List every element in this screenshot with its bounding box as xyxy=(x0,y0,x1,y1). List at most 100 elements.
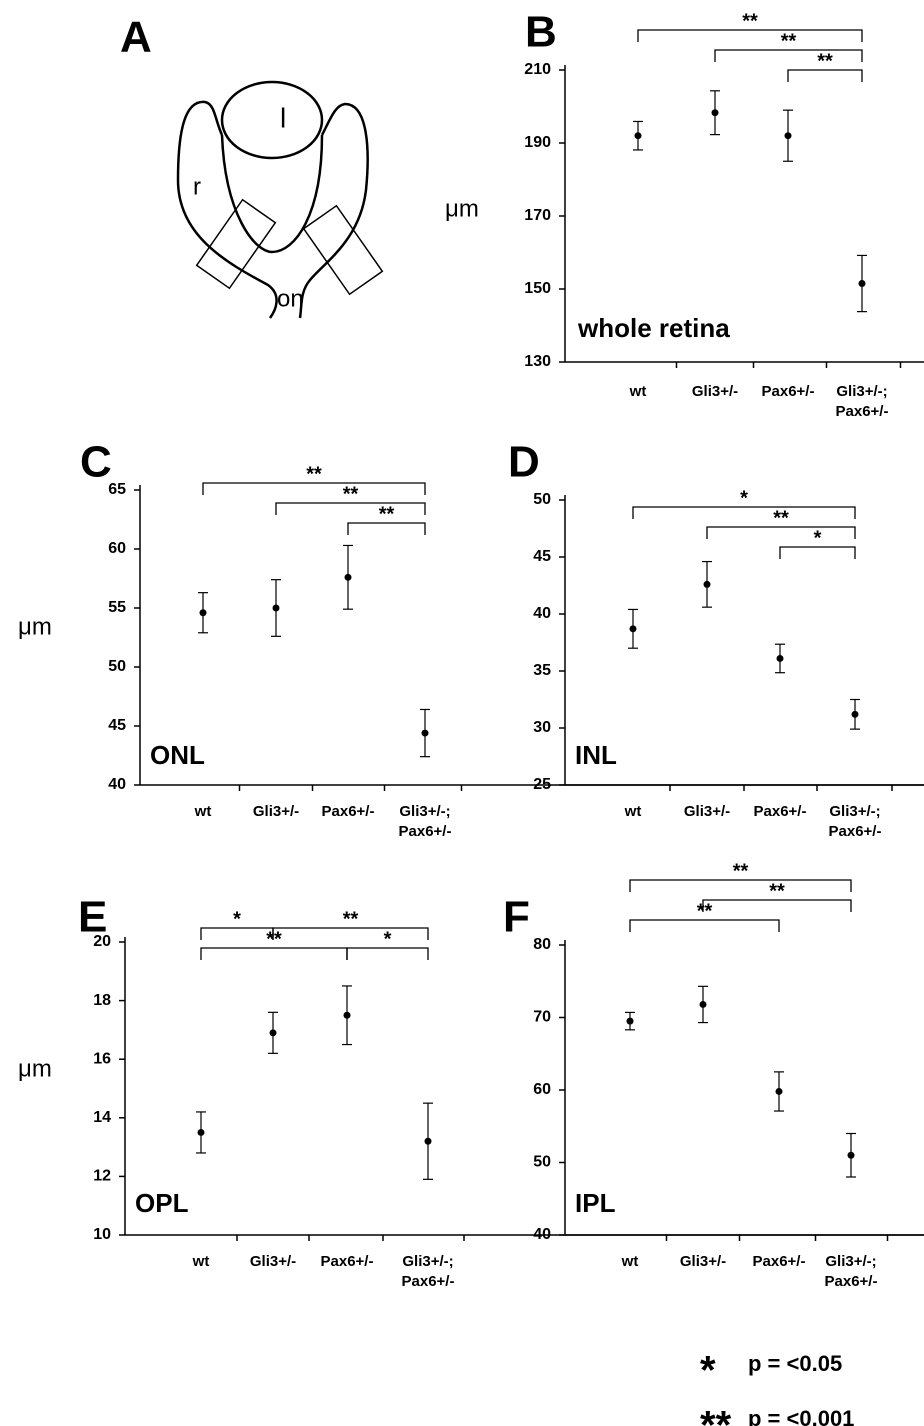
data-point xyxy=(711,109,719,117)
data-point xyxy=(344,573,352,581)
data-point xyxy=(424,1137,432,1145)
significance-label: * xyxy=(384,928,392,950)
panel-letter: D xyxy=(508,438,540,487)
significance-label: ** xyxy=(742,10,758,32)
panel-letter: F xyxy=(503,893,530,942)
significance-bracket xyxy=(779,546,856,559)
retina-right xyxy=(298,102,369,319)
significance-label: ** xyxy=(781,30,797,52)
significance-label: ** xyxy=(773,507,789,529)
key-symbol: ** xyxy=(700,1404,732,1426)
key-text: p = <0.001 xyxy=(748,1406,854,1426)
significance-bracket xyxy=(787,69,863,82)
significance-label: * xyxy=(814,527,822,549)
x-tick-label: Gli3+/- xyxy=(691,383,739,400)
significance-bracket xyxy=(702,899,852,912)
y-axis-label: μm xyxy=(445,195,479,222)
data-point xyxy=(269,1029,277,1037)
y-tick-label: 55 xyxy=(108,599,126,616)
data-point xyxy=(784,132,792,140)
y-tick-label: 45 xyxy=(533,548,551,565)
panel-letter: E xyxy=(78,893,107,942)
y-tick-label: 12 xyxy=(93,1168,111,1185)
significance-label: ** xyxy=(733,860,749,882)
y-tick-label: 150 xyxy=(524,280,551,297)
significance-label: ** xyxy=(343,908,359,930)
x-tick-label: Gli3+/- xyxy=(252,803,300,820)
data-point xyxy=(421,729,429,737)
data-point xyxy=(197,1128,205,1136)
y-tick-label: 45 xyxy=(108,717,126,734)
significance-bracket xyxy=(272,927,429,940)
region-box xyxy=(195,198,277,290)
significance-bracket xyxy=(629,879,852,892)
key-text: p = <0.05 xyxy=(748,1351,842,1376)
y-axis-label: μm xyxy=(18,613,52,640)
panel-letter: C xyxy=(80,438,112,487)
significance-label: ** xyxy=(769,880,785,902)
data-point xyxy=(858,280,866,288)
y-tick-label: 60 xyxy=(108,540,126,557)
y-tick-label: 10 xyxy=(93,1226,111,1243)
chart-title: whole retina xyxy=(577,313,730,343)
y-tick-label: 30 xyxy=(533,719,551,736)
y-tick-label: 50 xyxy=(533,491,551,508)
x-tick-label: Gli3+/- xyxy=(679,1253,727,1270)
y-tick-label: 70 xyxy=(533,1009,551,1026)
y-tick-label: 210 xyxy=(524,61,551,78)
significance-bracket xyxy=(637,29,863,42)
panel-letter: B xyxy=(525,8,557,57)
y-tick-label: 25 xyxy=(533,776,551,793)
lens xyxy=(220,80,324,160)
chart-title: OPL xyxy=(135,1188,189,1218)
key-symbol: * xyxy=(700,1349,716,1393)
significance-label: ** xyxy=(306,463,322,485)
diagram-label: l xyxy=(280,102,286,133)
data-point xyxy=(629,625,637,633)
region-box xyxy=(302,204,384,296)
diagram-label: r xyxy=(193,173,201,200)
y-tick-label: 190 xyxy=(524,134,551,151)
significance-bracket xyxy=(202,482,426,495)
x-tick-label: Gli3+/-; Pax6+/- xyxy=(398,803,452,840)
y-tick-label: 80 xyxy=(533,936,551,953)
x-tick-label: Pax6+/- xyxy=(752,1253,806,1270)
y-tick-label: 35 xyxy=(533,662,551,679)
x-tick-label: Gli3+/-; Pax6+/- xyxy=(828,803,882,840)
significance-label: * xyxy=(233,908,241,930)
significance-bracket xyxy=(629,919,780,932)
data-point xyxy=(699,1000,707,1008)
chart-title: ONL xyxy=(150,740,205,770)
chart-title: IPL xyxy=(575,1188,616,1218)
significance-label: ** xyxy=(817,50,833,72)
significance-bracket xyxy=(706,526,856,539)
significance-label: ** xyxy=(266,928,282,950)
x-tick-label: Gli3+/- xyxy=(683,803,731,820)
x-tick-label: Pax6+/- xyxy=(320,1253,374,1270)
x-tick-label: wt xyxy=(194,803,212,820)
significance-bracket xyxy=(632,506,856,519)
x-tick-label: wt xyxy=(624,803,642,820)
x-tick-label: Gli3+/-; Pax6+/- xyxy=(835,383,889,420)
x-tick-label: Pax6+/- xyxy=(321,803,375,820)
significance-label: ** xyxy=(343,483,359,505)
x-tick-label: wt xyxy=(192,1253,210,1270)
significance-bracket xyxy=(346,947,429,960)
x-tick-label: Gli3+/-; Pax6+/- xyxy=(824,1253,878,1290)
y-tick-label: 60 xyxy=(533,1081,551,1098)
data-point xyxy=(343,1011,351,1019)
y-tick-label: 40 xyxy=(533,1226,551,1243)
panel-letter: A xyxy=(120,13,152,62)
data-point xyxy=(851,710,859,718)
y-tick-label: 50 xyxy=(533,1154,551,1171)
x-tick-label: wt xyxy=(621,1253,639,1270)
y-tick-label: 18 xyxy=(93,992,111,1009)
data-point xyxy=(634,132,642,140)
data-point xyxy=(703,580,711,588)
y-tick-label: 65 xyxy=(108,481,126,498)
y-axis-label: μm xyxy=(18,1055,52,1082)
significance-label: ** xyxy=(697,900,713,922)
y-tick-label: 14 xyxy=(93,1109,111,1126)
